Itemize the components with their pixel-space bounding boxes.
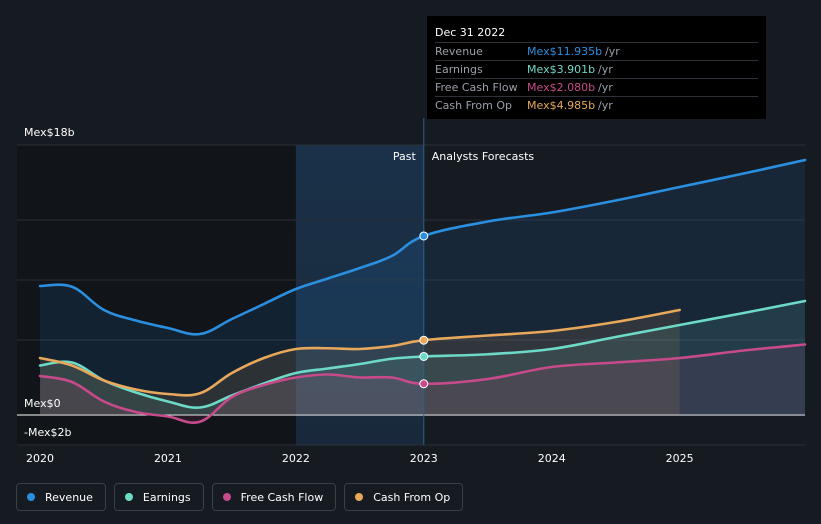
legend: Revenue Earnings Free Cash Flow Cash Fro… [16, 483, 464, 511]
legend-label: Cash From Op [373, 490, 451, 504]
free-cash-flow-marker [419, 379, 429, 389]
past-dark-band [17, 145, 296, 445]
x-tick-label: 2025 [666, 452, 694, 465]
tooltip-unit: /yr [598, 99, 613, 112]
free-cash-flow-dot-icon [222, 493, 231, 501]
cash-from-op-area [40, 310, 680, 415]
x-tick-label: 2023 [410, 452, 438, 465]
legend-label: Free Cash Flow [240, 490, 324, 504]
y-axis-label-bottom: -Mex$2b [24, 426, 72, 439]
y-axis-label-top: Mex$18b [24, 126, 75, 139]
legend-item-cash-from-op[interactable]: Cash From Op [344, 483, 464, 511]
legend-item-free-cash-flow[interactable]: Free Cash Flow [211, 483, 337, 511]
tooltip-value: Mex$3.901b [527, 63, 596, 76]
tooltip-row-earnings: Earnings Mex$3.901b /yr [435, 60, 758, 78]
legend-label: Revenue [45, 490, 93, 504]
tooltip-date: Dec 31 2022 [435, 26, 506, 39]
revenue-line [38, 158, 807, 336]
series-lines [38, 158, 807, 424]
earnings-marker [419, 351, 429, 361]
revenue-marker [419, 231, 429, 241]
tooltip-unit: /yr [598, 81, 613, 94]
revenue-dot-icon [27, 493, 35, 501]
tooltip: Dec 31 2022 Revenue Mex$11.935b /yr Earn… [427, 16, 766, 119]
past-label: Past [393, 150, 417, 163]
tooltip-value: Mex$4.985b [527, 99, 596, 112]
tooltip-label: Free Cash Flow [435, 81, 518, 94]
tooltip-label: Cash From Op [435, 99, 513, 112]
tooltip-label: Earnings [435, 63, 483, 76]
x-tick-label: 2024 [538, 452, 566, 465]
x-tick-label: 2020 [26, 452, 54, 465]
x-axis-ticks: 2020 2021 2022 2023 2024 2025 [26, 452, 694, 465]
tooltip-row-cash-from-op: Cash From Op Mex$4.985b /yr [435, 96, 758, 114]
earnings-dot-icon [124, 493, 133, 501]
y-axis-label-zero: Mex$0 [24, 397, 61, 410]
legend-item-earnings[interactable]: Earnings [113, 483, 204, 511]
free-cash-flow-area [40, 344, 805, 423]
tooltip-unit: /yr [605, 45, 620, 58]
free-cash-flow-line [38, 343, 807, 424]
cash-from-op-line [38, 308, 681, 397]
revenue-area [40, 160, 805, 415]
tooltip-label: Revenue [435, 45, 483, 58]
legend-label: Earnings [142, 490, 191, 504]
tooltip-value: Mex$2.080b [527, 81, 596, 94]
forecast-label: Analysts Forecasts [432, 150, 535, 163]
tooltip-row-revenue: Revenue Mex$11.935b /yr [435, 42, 758, 60]
past-highlight-band [295, 145, 424, 445]
cash-from-op-marker [419, 335, 429, 345]
x-tick-label: 2021 [154, 452, 182, 465]
x-tick-label: 2022 [282, 452, 310, 465]
legend-item-revenue[interactable]: Revenue [16, 483, 106, 511]
hover-markers [419, 231, 429, 389]
tooltip-row-free-cash-flow: Free Cash Flow Mex$2.080b /yr [435, 78, 758, 96]
tooltip-value: Mex$11.935b [527, 45, 603, 58]
earnings-line [38, 299, 807, 409]
cash-from-op-dot-icon [355, 493, 364, 501]
tooltip-unit: /yr [598, 63, 613, 76]
